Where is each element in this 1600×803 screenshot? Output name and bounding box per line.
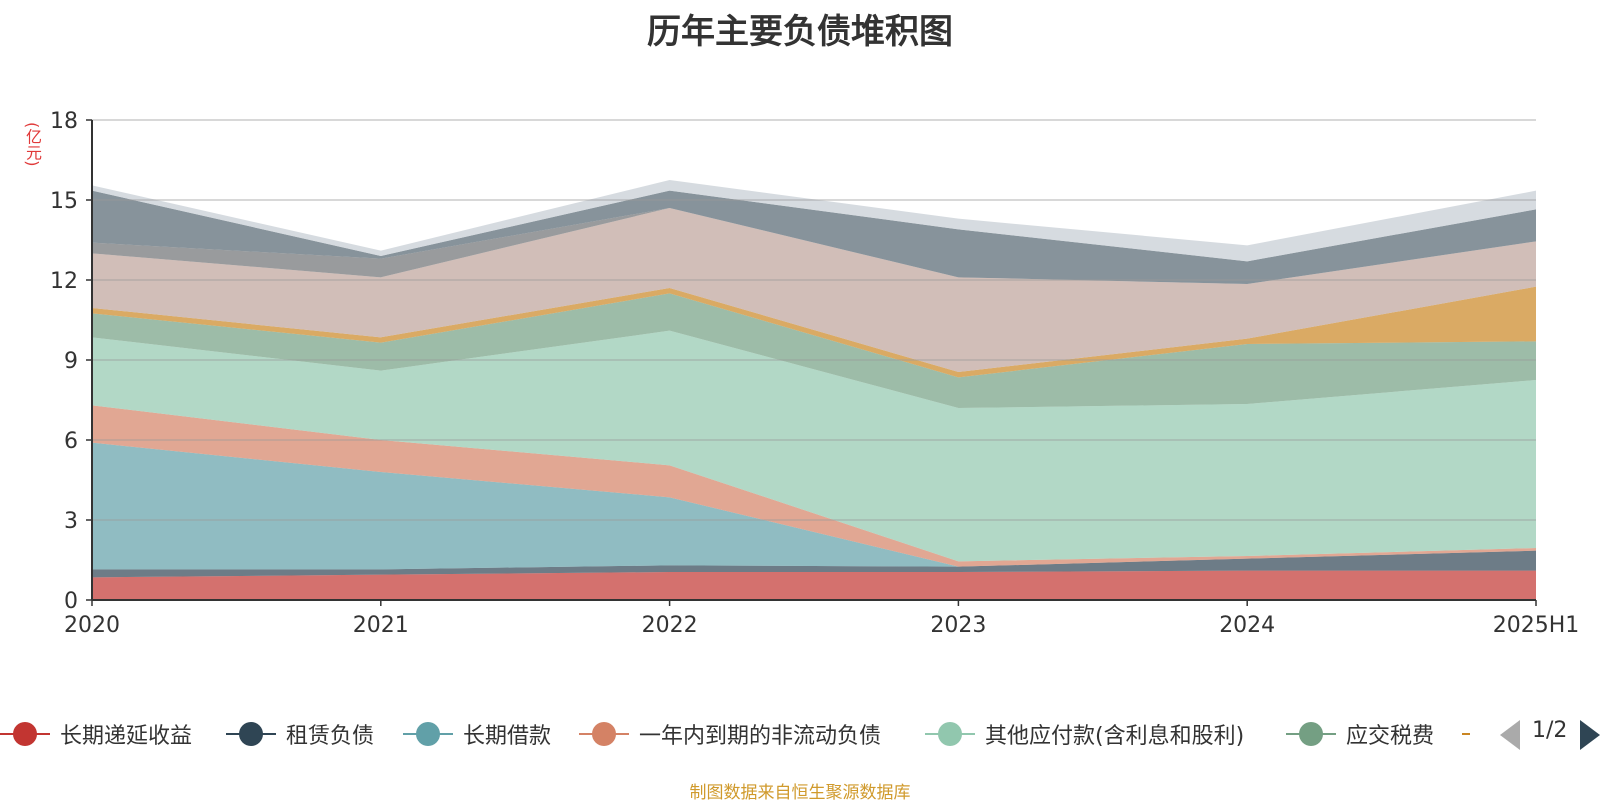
y-tick-label-0: 0 bbox=[64, 589, 78, 614]
legend-item-4[interactable]: 其他应付款(含利息和股利) bbox=[925, 714, 1244, 754]
x-tick-label-2: 2022 bbox=[642, 613, 698, 638]
legend-label: 长期递延收益 bbox=[60, 724, 193, 749]
legend-marker-icon bbox=[1286, 719, 1336, 749]
legend-page-indicator: 1/2 bbox=[1532, 718, 1568, 743]
x-tick-label-0: 2020 bbox=[64, 613, 120, 638]
legend-item-2[interactable]: 长期借款 bbox=[403, 714, 551, 754]
area-series-9 bbox=[92, 190, 1536, 284]
y-tick-label-5: 15 bbox=[50, 189, 78, 214]
y-tick-label-6: 18 bbox=[50, 109, 78, 134]
legend-marker-icon bbox=[1462, 719, 1470, 749]
legend-label: 长期借款 bbox=[463, 724, 552, 749]
legend-item-3[interactable]: 一年内到期的非流动负债 bbox=[579, 714, 881, 754]
legend-prev-page-button[interactable] bbox=[1500, 720, 1520, 750]
legend-item-0[interactable]: 长期递延收益 bbox=[0, 714, 192, 754]
y-tick-label-4: 12 bbox=[50, 269, 78, 294]
legend-marker-icon bbox=[579, 719, 629, 749]
y-tick-label-2: 6 bbox=[64, 429, 78, 454]
legend-label: 租赁负债 bbox=[286, 724, 375, 749]
x-tick-label-4: 2024 bbox=[1219, 613, 1275, 638]
chart-legend: 长期递延收益 租赁负债 长期借款 一年内到期的非流动负债 其他应付款(含利息和股利) 应交… bbox=[0, 714, 1470, 754]
legend-label: 应交税费 bbox=[1346, 724, 1435, 749]
y-tick-label-3: 9 bbox=[64, 349, 78, 374]
legend-label: 一年内到期的非流动负债 bbox=[639, 724, 882, 749]
legend-next-page-button[interactable] bbox=[1580, 720, 1600, 750]
legend-item-5[interactable]: 应交税费 bbox=[1286, 714, 1434, 754]
x-tick-label-1: 2021 bbox=[353, 613, 409, 638]
data-source-footer: 制图数据来自恒生聚源数据库 bbox=[689, 783, 911, 803]
legend-item-clipped bbox=[1462, 714, 1470, 754]
legend-label: 其他应付款(含利息和股利) bbox=[985, 724, 1245, 749]
area-series-1 bbox=[92, 550, 1536, 578]
area-series-10 bbox=[92, 180, 1536, 262]
y-tick-label-1: 3 bbox=[64, 509, 78, 534]
y-axis-unit-label: (亿元) bbox=[23, 122, 42, 167]
area-series-0 bbox=[92, 570, 1536, 600]
legend-marker-icon bbox=[226, 719, 276, 749]
area-series-4 bbox=[92, 330, 1536, 562]
area-series-6 bbox=[92, 286, 1536, 378]
x-tick-label-5: 2025H1 bbox=[1493, 613, 1580, 638]
legend-marker-icon bbox=[0, 719, 50, 749]
stacked-area-chart: 0 3 6 9 12 15 18 2020 2021 2022 2023 2024 2025H1 bbox=[50, 109, 1580, 638]
legend-item-1[interactable]: 租赁负债 bbox=[226, 714, 374, 754]
chart-title: 历年主要负债堆积图 bbox=[647, 12, 953, 52]
legend-marker-icon bbox=[403, 719, 453, 749]
area-series-5 bbox=[92, 293, 1536, 408]
legend-marker-icon bbox=[925, 719, 975, 749]
area-series-2 bbox=[92, 442, 1536, 570]
area-series-7 bbox=[92, 208, 1536, 372]
x-tick-label-3: 2023 bbox=[930, 613, 986, 638]
